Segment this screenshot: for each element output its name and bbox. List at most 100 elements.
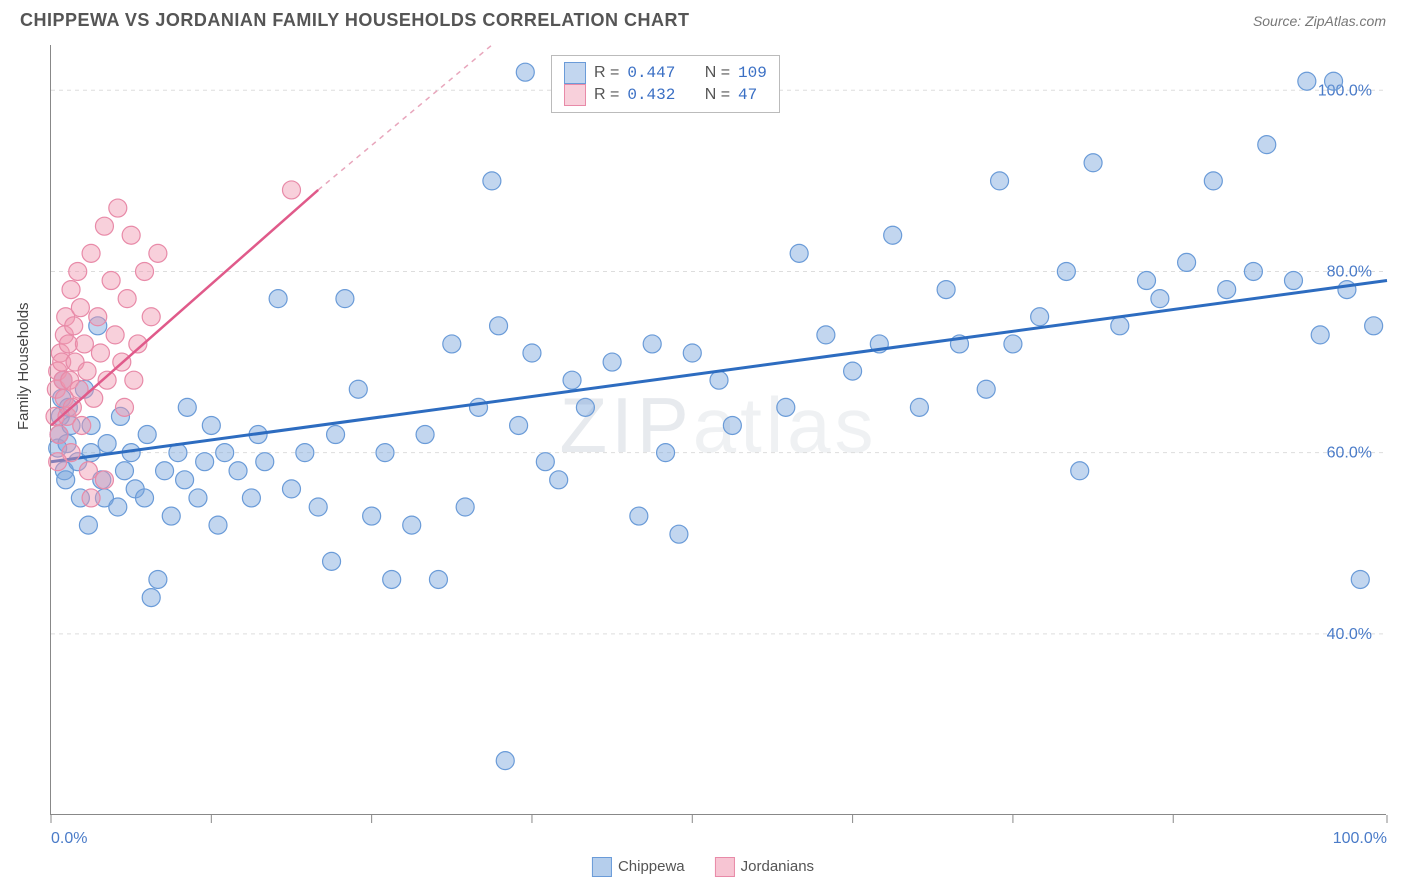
data-point	[550, 471, 568, 489]
data-point	[1138, 272, 1156, 290]
data-point	[102, 272, 120, 290]
data-point	[309, 498, 327, 516]
data-point	[73, 416, 91, 434]
data-point	[49, 453, 67, 471]
data-point	[71, 299, 89, 317]
data-point	[136, 489, 154, 507]
data-point	[229, 462, 247, 480]
x-tick-label: 100.0%	[1333, 830, 1387, 847]
data-point	[106, 326, 124, 344]
data-point	[723, 416, 741, 434]
stats-n-value: 47	[738, 86, 757, 104]
y-axis-label: Family Households	[15, 302, 32, 430]
data-point	[603, 353, 621, 371]
stats-r-value: 0.432	[627, 86, 675, 104]
data-point	[209, 516, 227, 534]
legend-item: Jordanians	[715, 857, 814, 877]
data-point	[216, 444, 234, 462]
stats-r-label: R =	[594, 86, 619, 104]
data-point	[1284, 272, 1302, 290]
data-point	[683, 344, 701, 362]
data-point	[142, 308, 160, 326]
stats-swatch	[564, 84, 586, 106]
data-point	[95, 471, 113, 489]
data-point	[82, 244, 100, 262]
data-point	[1258, 136, 1276, 154]
data-point	[496, 752, 514, 770]
data-point	[65, 317, 83, 335]
correlation-stats-box: R = 0.447 N = 109R = 0.432 N = 47	[551, 55, 780, 113]
legend-label: Jordanians	[741, 858, 814, 875]
data-point	[1204, 172, 1222, 190]
source-label: Source:	[1253, 13, 1305, 29]
trend-line-extension	[318, 45, 492, 190]
data-point	[122, 226, 140, 244]
data-point	[383, 570, 401, 588]
data-point	[710, 371, 728, 389]
source-attribution: Source: ZipAtlas.com	[1253, 13, 1386, 29]
data-point	[1178, 253, 1196, 271]
data-point	[884, 226, 902, 244]
data-point	[282, 480, 300, 498]
stats-r-label: R =	[594, 64, 619, 82]
stats-n-value: 109	[738, 64, 767, 82]
data-point	[282, 181, 300, 199]
data-point	[202, 416, 220, 434]
data-point	[563, 371, 581, 389]
data-point	[156, 462, 174, 480]
y-tick-label: 60.0%	[1327, 445, 1372, 462]
data-point	[138, 426, 156, 444]
data-point	[296, 444, 314, 462]
data-point	[176, 471, 194, 489]
data-point	[429, 570, 447, 588]
bottom-legend: Chippewa Jordanians	[592, 857, 814, 877]
data-point	[536, 453, 554, 471]
y-tick-label: 40.0%	[1327, 626, 1372, 643]
data-point	[1057, 262, 1075, 280]
data-point	[1244, 262, 1262, 280]
data-point	[59, 335, 77, 353]
data-point	[82, 444, 100, 462]
data-point	[242, 489, 260, 507]
legend-swatch	[592, 857, 612, 877]
data-point	[1325, 72, 1343, 90]
data-point	[189, 489, 207, 507]
data-point	[1311, 326, 1329, 344]
data-point	[75, 335, 93, 353]
stats-row: R = 0.432 N = 47	[564, 84, 767, 106]
data-point	[456, 498, 474, 516]
data-point	[1351, 570, 1369, 588]
data-point	[483, 172, 501, 190]
stats-n-label: N =	[705, 86, 730, 104]
data-point	[490, 317, 508, 335]
data-point	[1365, 317, 1383, 335]
data-point	[1004, 335, 1022, 353]
data-point	[79, 516, 97, 534]
data-point	[323, 552, 341, 570]
legend-item: Chippewa	[592, 857, 685, 877]
chart-title: CHIPPEWA VS JORDANIAN FAMILY HOUSEHOLDS …	[20, 10, 690, 31]
data-point	[98, 435, 116, 453]
data-point	[149, 570, 167, 588]
legend-swatch	[715, 857, 735, 877]
source-value: ZipAtlas.com	[1305, 13, 1386, 29]
data-point	[50, 426, 68, 444]
data-point	[327, 426, 345, 444]
data-point	[817, 326, 835, 344]
data-point	[416, 426, 434, 444]
chart-header: CHIPPEWA VS JORDANIAN FAMILY HOUSEHOLDS …	[0, 0, 1406, 36]
data-point	[136, 262, 154, 280]
data-point	[977, 380, 995, 398]
data-point	[1071, 462, 1089, 480]
data-point	[777, 398, 795, 416]
data-point	[376, 444, 394, 462]
data-point	[178, 398, 196, 416]
stats-n-label: N =	[705, 64, 730, 82]
data-point	[162, 507, 180, 525]
data-point	[349, 380, 367, 398]
data-point	[844, 362, 862, 380]
data-point	[670, 525, 688, 543]
scatter-svg: 40.0%60.0%80.0%100.0%0.0%100.0%	[51, 45, 1386, 814]
data-point	[523, 344, 541, 362]
data-point	[196, 453, 214, 471]
